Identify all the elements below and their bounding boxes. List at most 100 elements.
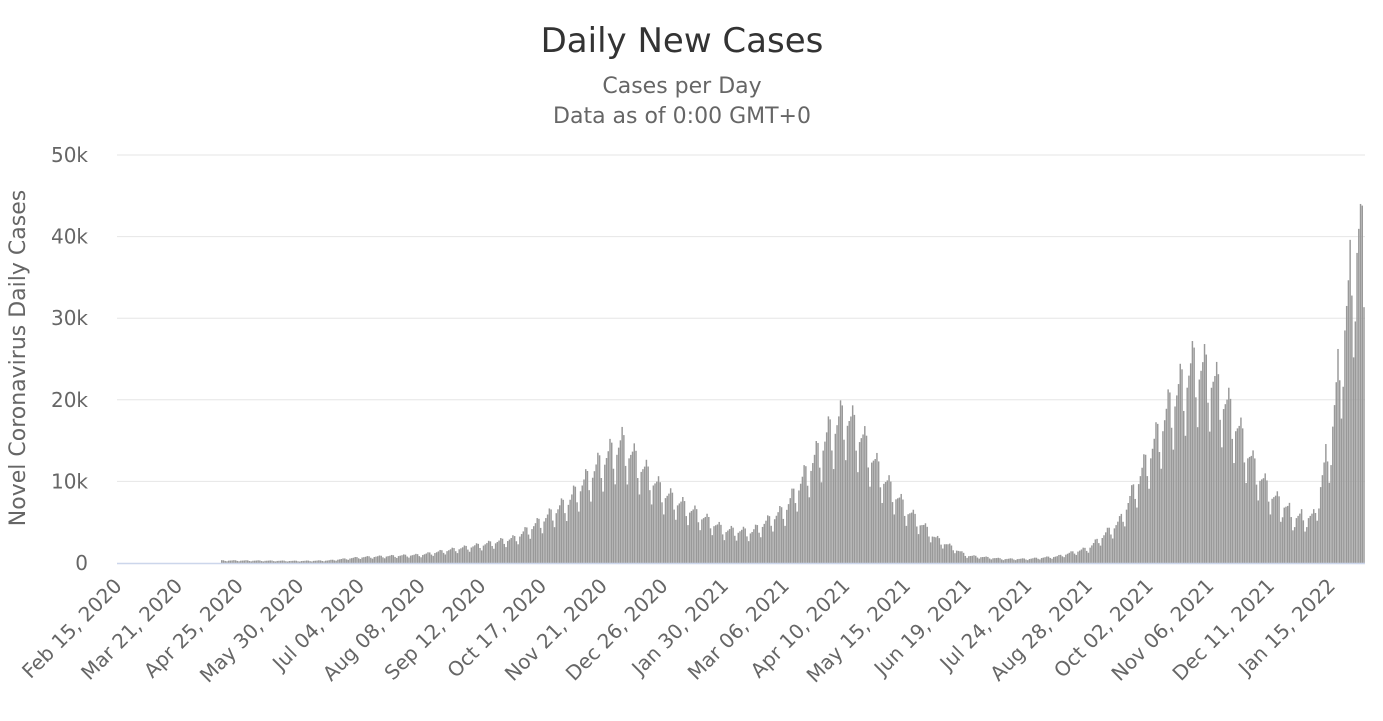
bar[interactable]	[576, 502, 578, 563]
bar[interactable]	[981, 557, 984, 563]
bar[interactable]	[903, 515, 906, 563]
bar[interactable]	[370, 557, 372, 563]
bar[interactable]	[425, 553, 427, 563]
bar[interactable]	[1084, 547, 1086, 563]
bar[interactable]	[1229, 398, 1232, 563]
bar[interactable]	[1283, 507, 1285, 563]
bar[interactable]	[444, 554, 447, 563]
bar[interactable]	[943, 544, 946, 563]
bar[interactable]	[1205, 354, 1207, 563]
bar[interactable]	[741, 529, 743, 563]
bar[interactable]	[437, 551, 440, 563]
bar[interactable]	[567, 504, 570, 563]
bar[interactable]	[1323, 462, 1325, 563]
bar[interactable]	[891, 502, 894, 563]
bar[interactable]	[1044, 557, 1046, 563]
bar[interactable]	[995, 558, 998, 563]
bar[interactable]	[600, 478, 603, 563]
bar[interactable]	[222, 560, 225, 563]
bar[interactable]	[1053, 557, 1055, 563]
bar[interactable]	[1280, 521, 1282, 563]
bar[interactable]	[976, 557, 979, 563]
bar[interactable]	[1292, 530, 1294, 563]
bar[interactable]	[723, 540, 726, 563]
bar[interactable]	[234, 560, 237, 563]
bar[interactable]	[349, 558, 351, 563]
bar[interactable]	[1141, 467, 1143, 563]
bar[interactable]	[711, 535, 713, 563]
bar[interactable]	[1250, 455, 1253, 563]
bar[interactable]	[500, 538, 502, 563]
bar[interactable]	[1219, 419, 1221, 563]
bar[interactable]	[288, 561, 291, 563]
bar[interactable]	[553, 527, 556, 563]
bar[interactable]	[718, 521, 720, 563]
bar[interactable]	[474, 545, 476, 563]
bar[interactable]	[841, 405, 843, 563]
bar[interactable]	[687, 525, 689, 563]
bar[interactable]	[300, 561, 303, 563]
bar[interactable]	[550, 509, 552, 563]
bar[interactable]	[1287, 505, 1289, 563]
bar[interactable]	[1073, 553, 1076, 563]
bar[interactable]	[264, 560, 266, 563]
bar[interactable]	[1345, 305, 1348, 563]
bar[interactable]	[1304, 531, 1306, 563]
bar[interactable]	[1335, 382, 1337, 563]
bar[interactable]	[571, 494, 573, 563]
bar[interactable]	[1004, 559, 1006, 563]
bar[interactable]	[971, 555, 973, 563]
bar[interactable]	[319, 560, 322, 563]
bar[interactable]	[888, 475, 890, 563]
bar[interactable]	[1127, 503, 1129, 563]
bar[interactable]	[1285, 506, 1287, 563]
bar[interactable]	[1066, 553, 1069, 563]
bar[interactable]	[1172, 449, 1175, 563]
bar[interactable]	[548, 508, 551, 563]
bar[interactable]	[1089, 547, 1091, 563]
bar[interactable]	[1160, 468, 1162, 563]
bar[interactable]	[628, 458, 630, 563]
bar[interactable]	[909, 513, 911, 563]
bar[interactable]	[612, 468, 615, 563]
bar[interactable]	[259, 560, 261, 563]
bar[interactable]	[838, 416, 840, 563]
bar[interactable]	[1318, 508, 1320, 563]
bar[interactable]	[682, 497, 684, 563]
bar[interactable]	[652, 485, 655, 563]
bar[interactable]	[1262, 478, 1265, 563]
bar[interactable]	[536, 518, 538, 563]
bar[interactable]	[221, 560, 223, 563]
bar[interactable]	[1241, 428, 1244, 563]
bar[interactable]	[1299, 513, 1301, 563]
bar[interactable]	[493, 548, 495, 563]
bar[interactable]	[985, 556, 987, 563]
bar[interactable]	[1177, 384, 1180, 563]
bar[interactable]	[1174, 406, 1176, 563]
bar[interactable]	[1332, 426, 1334, 563]
bar[interactable]	[465, 545, 467, 563]
bar[interactable]	[633, 443, 635, 563]
bar[interactable]	[1035, 557, 1038, 563]
bar[interactable]	[331, 559, 334, 563]
bar[interactable]	[1351, 295, 1353, 563]
bar[interactable]	[394, 556, 396, 563]
bar[interactable]	[1276, 491, 1279, 563]
bar[interactable]	[846, 425, 849, 563]
bar[interactable]	[836, 425, 838, 563]
bar[interactable]	[1028, 558, 1031, 563]
bar[interactable]	[730, 525, 733, 563]
bar[interactable]	[1143, 454, 1145, 563]
bar[interactable]	[467, 549, 469, 563]
bar[interactable]	[517, 544, 519, 563]
bar[interactable]	[997, 557, 999, 563]
bar[interactable]	[924, 523, 927, 563]
bar[interactable]	[460, 548, 462, 563]
bar[interactable]	[496, 541, 499, 563]
bar[interactable]	[534, 523, 537, 563]
bar[interactable]	[344, 558, 346, 563]
bar[interactable]	[1092, 543, 1095, 563]
bar[interactable]	[1163, 420, 1166, 563]
bar[interactable]	[472, 546, 474, 563]
bar[interactable]	[992, 558, 994, 563]
